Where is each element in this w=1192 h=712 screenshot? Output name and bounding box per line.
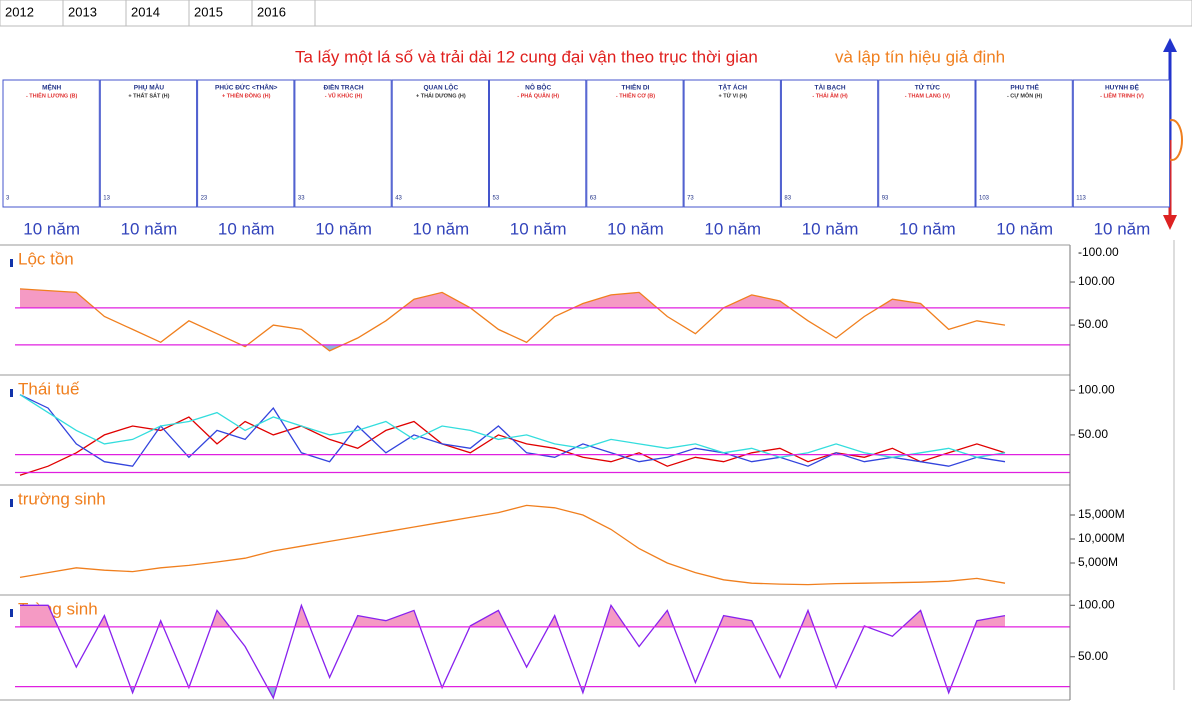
palace-box (99, 79, 198, 208)
palace-name: NÔ BỘC (525, 83, 551, 92)
palace-box (2, 79, 100, 208)
palace-star: - THAM LANG (V) (905, 93, 950, 99)
palace-name: TỬ TỨC (915, 83, 941, 92)
palace-box (586, 79, 684, 208)
palace-name: TẬT ÁCH (718, 83, 747, 92)
headline-extra: và lập tín hiệu giả định (835, 47, 1005, 66)
panel-title: Thái tuế (18, 379, 80, 398)
year-label: 2015 (194, 4, 223, 19)
palace-age: 63 (590, 196, 597, 202)
decade-label: 10 năm (996, 219, 1053, 238)
palace-name: PHỤ MẪU (134, 83, 165, 92)
year-label: 2013 (68, 4, 97, 19)
palace-name: THIÊN DI (622, 83, 650, 92)
decade-label: 10 năm (121, 219, 178, 238)
series-line (19, 394, 1006, 458)
palace-box (391, 79, 490, 208)
palace-age: 103 (979, 196, 990, 202)
panel-marker (10, 389, 13, 397)
palace-name: HUYNH ĐỆ (1105, 83, 1140, 92)
palace-box (197, 79, 295, 208)
palace-star: + THÁI DƯƠNG (H) (416, 92, 466, 99)
palace-star: + TỬ VI (H) (718, 92, 747, 99)
palace-age: 93 (882, 196, 889, 202)
palace-star: - LIÊM TRINH (V) (1100, 91, 1144, 99)
panel-marker (10, 259, 13, 267)
palace-age: 33 (298, 196, 305, 202)
year-label: 2012 (5, 4, 34, 19)
y-tick-label: 50.00 (1078, 427, 1108, 441)
palace-name: ĐIỀN TRẠCH (324, 82, 364, 92)
palace-name: TÀI BẠCH (815, 83, 846, 92)
y-tick-label: 100.00 (1078, 274, 1115, 288)
palace-star: - THIÊN LƯƠNG (B) (26, 91, 78, 99)
panel-title: Lộc tồn (18, 249, 74, 268)
series-line (19, 504, 1006, 586)
decade-label: 10 năm (218, 219, 275, 238)
year-label: 2014 (131, 4, 160, 19)
palace-name: QUAN LỘC (424, 83, 459, 92)
palace-star: + THẤT SÁT (H) (128, 92, 169, 99)
palace-name: PHÚC ĐỨC <THÂN> (215, 83, 278, 92)
palace-age: 53 (493, 196, 500, 202)
palace-box (294, 79, 392, 208)
decade-label: 10 năm (510, 219, 567, 238)
decade-label: 10 năm (899, 219, 956, 238)
panel-title: trường sinh (18, 489, 106, 508)
arrow-up-head (1163, 38, 1177, 52)
headline: Ta lấy một lá số và trải dài 12 cung đại… (295, 47, 758, 66)
y-tick-label: 50.00 (1078, 317, 1108, 331)
decade-label: 10 năm (315, 219, 372, 238)
palace-box (1072, 79, 1171, 208)
palace-box (878, 79, 976, 208)
year-label: 2016 (257, 4, 286, 19)
y-tick-label: 100.00 (1078, 382, 1115, 396)
palace-star: + THIÊN ĐỒNG (H) (222, 91, 271, 99)
y-tick-label: 5,000M (1078, 555, 1118, 569)
palace-box (780, 79, 879, 208)
palace-age: 23 (201, 196, 208, 202)
decade-label: 10 năm (802, 219, 859, 238)
y-tick-label: 50.00 (1078, 649, 1108, 663)
palace-box (975, 79, 1073, 208)
year-bar (0, 0, 1192, 27)
palace-age: 73 (687, 196, 694, 202)
decade-label: 10 năm (1094, 219, 1151, 238)
palace-age: 43 (395, 196, 402, 202)
threshold-fill (20, 605, 1005, 627)
palace-star: - VŨ KHÚC (H) (325, 92, 363, 99)
panel-marker (10, 609, 13, 617)
y-tick-label: 15,000M (1078, 507, 1125, 521)
arrow-down-head (1163, 215, 1177, 230)
palace-star: - CỰ MÔN (H) (1007, 91, 1043, 99)
series-line (20, 603, 1006, 700)
palace-box (683, 79, 781, 208)
palace-age: 13 (103, 196, 110, 202)
palace-age: 83 (784, 196, 791, 202)
palace-name: PHU THÊ (1010, 83, 1039, 92)
decade-label: 10 năm (607, 219, 664, 238)
palace-age: 113 (1076, 196, 1086, 202)
y-tick-label: 100.00 (1078, 597, 1115, 611)
decade-label: 10 năm (23, 219, 80, 238)
panel-marker (10, 499, 13, 507)
series-line (19, 288, 1006, 352)
palace-star: - THIÊN CƠ (B) (616, 91, 655, 99)
palace-star: - THÁI ÂM (H) (812, 92, 848, 99)
palace-age: 3 (6, 196, 10, 202)
y-tick-label: 10,000M (1078, 531, 1125, 545)
palace-box (489, 79, 587, 208)
top-label: -100.00 (1078, 245, 1119, 259)
palace-name: MỆNH (42, 83, 61, 92)
palace-star: - PHÁ QUÂN (H) (517, 92, 559, 99)
decade-label: 10 năm (704, 219, 761, 238)
decade-label: 10 năm (412, 219, 469, 238)
